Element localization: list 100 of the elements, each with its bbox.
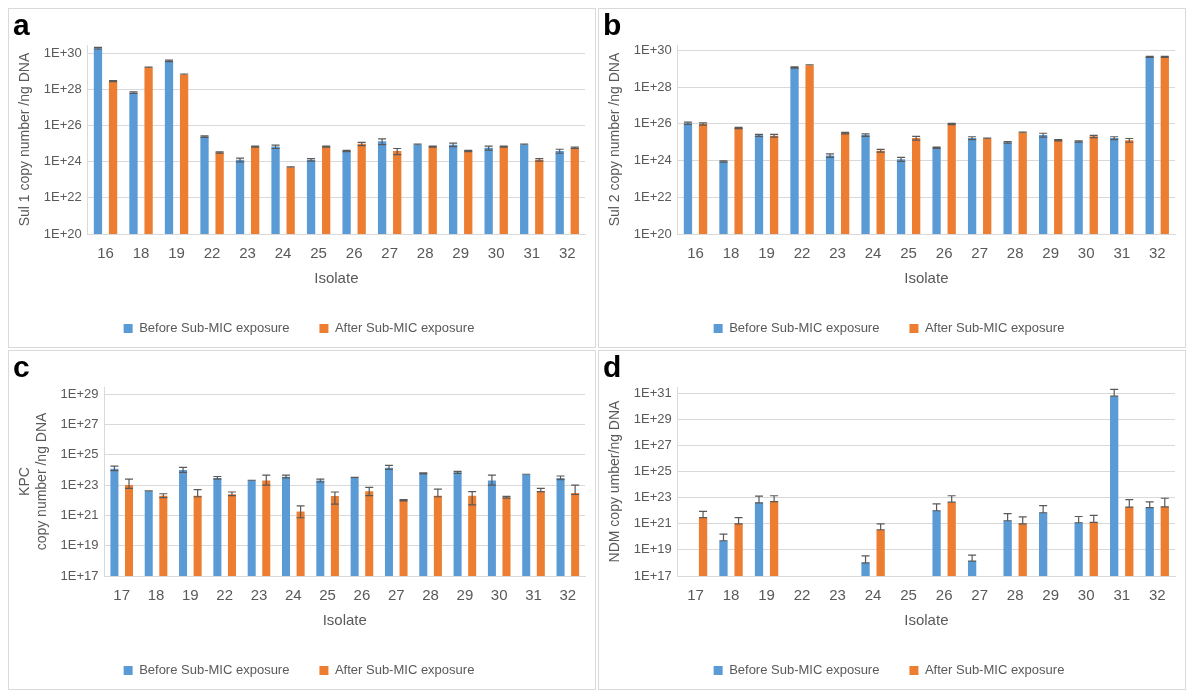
x-tick-label: 32 (559, 586, 577, 604)
y-tick-label: 1E+19 (60, 537, 99, 553)
x-tick-label: 23 (829, 244, 846, 262)
y-tick-label: 1E+28 (633, 78, 672, 94)
x-tick-label: 18 (132, 244, 150, 262)
x-tick-label: 19 (168, 244, 185, 262)
y-tick-label: 1E+17 (633, 567, 672, 583)
x-tick-label: 30 (490, 586, 508, 604)
y-tick-label: 1E+21 (633, 515, 672, 531)
x-tick-label: 18 (147, 586, 165, 604)
y-tick-label: 1E+25 (633, 463, 672, 479)
y-tick-label: 1E+24 (43, 153, 82, 169)
x-tick-label: 29 (456, 586, 474, 604)
y-axis-title: Sul 1 copy number /ng DNA (16, 52, 33, 227)
x-axis-title: Isolate (322, 611, 367, 629)
x-tick-label: 23 (239, 244, 256, 262)
y-tick-label: 1E+20 (633, 225, 672, 241)
y-tick-label: 1E+22 (633, 188, 672, 204)
y-tick-label: 1E+27 (633, 437, 672, 453)
chart-title: b (603, 8, 622, 42)
y-tick-label: 1E+29 (60, 385, 99, 401)
x-tick-label: 28 (1006, 586, 1024, 604)
y-tick-label: 1E+26 (43, 117, 82, 133)
y-tick-label: 1E+23 (633, 489, 672, 505)
x-tick-label: 28 (416, 244, 434, 262)
y-tick-label: 1E+17 (60, 567, 99, 583)
x-tick-label: 22 (793, 244, 811, 262)
x-tick-label: 16 (97, 244, 114, 262)
chart-title: d (603, 350, 622, 384)
chart-title: a (13, 8, 30, 42)
x-tick-label: 24 (864, 244, 882, 262)
y-tick-label: 1E+26 (633, 115, 672, 131)
legend-label: Before Sub-MIC exposure (729, 320, 880, 336)
x-tick-label: 29 (1042, 586, 1060, 604)
y-tick-label: 1E+21 (60, 506, 99, 522)
x-tick-label: 27 (971, 586, 988, 604)
y-tick-label: 1E+20 (43, 225, 82, 241)
x-axis-title: Isolate (314, 269, 359, 287)
x-tick-label: 25 (900, 244, 917, 262)
x-tick-label: 25 (319, 586, 336, 604)
legend-label: Before Sub-MIC exposure (139, 662, 290, 678)
x-tick-label: 32 (1148, 586, 1166, 604)
x-tick-label: 31 (1113, 586, 1131, 604)
x-tick-label: 22 (216, 586, 234, 604)
x-tick-label: 30 (1077, 586, 1095, 604)
x-tick-label: 25 (310, 244, 327, 262)
x-tick-label: 19 (758, 244, 775, 262)
x-tick-label: 23 (250, 586, 268, 604)
legend-label: After Sub-MIC exposure (334, 320, 475, 336)
y-tick-label: 1E+27 (60, 416, 99, 432)
x-tick-label: 18 (722, 586, 740, 604)
chart-title: c (13, 350, 30, 384)
legend-label: Before Sub-MIC exposure (139, 320, 290, 336)
y-tick-label: 1E+28 (43, 81, 82, 97)
x-tick-label: 30 (487, 244, 505, 262)
x-tick-label: 25 (900, 586, 917, 604)
x-tick-label: 22 (793, 586, 811, 604)
x-tick-label: 24 (864, 586, 882, 604)
x-tick-label: 16 (687, 244, 704, 262)
x-axis-title: Isolate (904, 269, 949, 287)
legend-label: After Sub-MIC exposure (334, 662, 475, 678)
legend-label: Before Sub-MIC exposure (729, 662, 880, 678)
x-tick-label: 24 (274, 244, 292, 262)
y-tick-label: 1E+25 (60, 446, 99, 462)
x-tick-label: 27 (971, 244, 988, 262)
x-tick-label: 27 (381, 244, 398, 262)
y-tick-label: 1E+31 (633, 384, 672, 400)
x-tick-label: 17 (113, 586, 131, 604)
x-tick-label: 31 (525, 586, 542, 604)
x-tick-label: 19 (182, 586, 199, 604)
y-tick-label: 1E+30 (43, 45, 82, 61)
x-tick-label: 32 (1148, 244, 1166, 262)
x-tick-label: 27 (387, 586, 405, 604)
y-tick-label: 1E+23 (60, 476, 99, 492)
legend-label: After Sub-MIC exposure (924, 320, 1065, 336)
x-tick-label: 18 (722, 244, 740, 262)
legend-label: After Sub-MIC exposure (924, 662, 1065, 678)
x-tick-label: 28 (1006, 244, 1024, 262)
x-tick-label: 22 (203, 244, 221, 262)
y-tick-label: 1E+19 (633, 541, 672, 557)
y-axis-title: Sul 2 copy number /ng DNA (606, 52, 623, 227)
x-tick-label: 29 (452, 244, 470, 262)
y-tick-label: 1E+22 (43, 189, 82, 205)
x-tick-label: 29 (1042, 244, 1060, 262)
x-tick-label: 28 (422, 586, 439, 604)
x-tick-label: 19 (758, 586, 775, 604)
y-axis-title: NDM copy umber/ng DNA (606, 399, 623, 563)
x-tick-label: 26 (935, 244, 953, 262)
x-tick-label: 24 (284, 586, 302, 604)
x-tick-label: 31 (523, 244, 541, 262)
x-tick-label: 26 (345, 244, 363, 262)
x-tick-label: 17 (687, 586, 704, 604)
x-tick-label: 31 (1113, 244, 1131, 262)
y-tick-label: 1E+29 (633, 410, 672, 426)
x-tick-label: 26 (353, 586, 371, 604)
x-tick-label: 32 (558, 244, 576, 262)
y-axis-title: KPC copy number /ng DNA (16, 411, 50, 551)
y-tick-label: 1E+30 (633, 42, 672, 58)
x-tick-label: 26 (935, 586, 953, 604)
x-tick-label: 30 (1077, 244, 1095, 262)
